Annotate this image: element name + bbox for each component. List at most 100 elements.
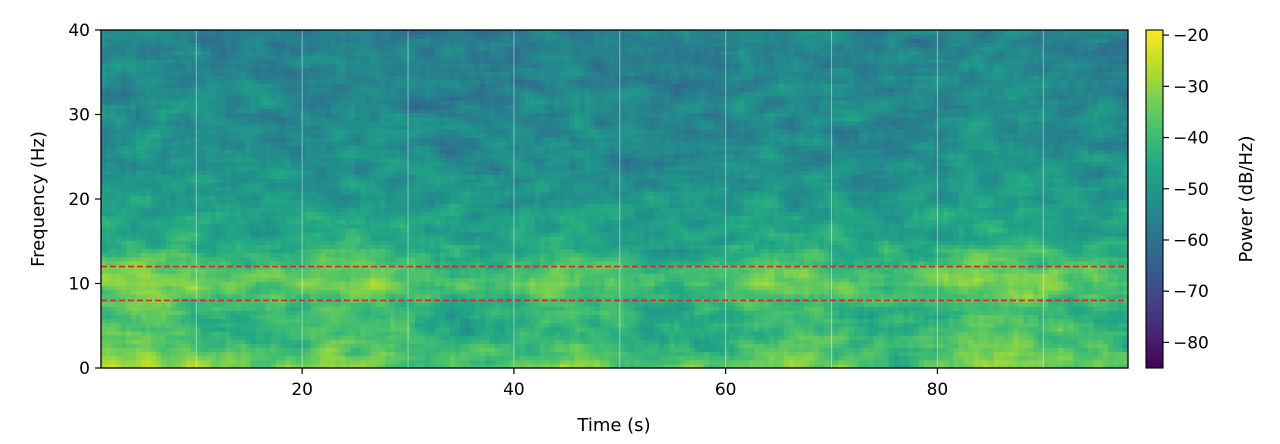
heatmap-cell bbox=[130, 363, 137, 368]
heatmap-cell bbox=[245, 273, 252, 278]
heatmap-cell bbox=[544, 310, 551, 316]
heatmap-cell bbox=[445, 277, 451, 283]
heatmap-cell bbox=[604, 277, 611, 283]
heatmap-cell bbox=[1013, 302, 1019, 307]
heatmap-cell bbox=[1068, 359, 1074, 365]
heatmap-cell bbox=[285, 273, 292, 278]
heatmap-cell bbox=[684, 269, 690, 274]
heatmap-cell bbox=[360, 318, 366, 324]
heatmap-cell bbox=[1113, 297, 1119, 303]
heatmap-cell bbox=[918, 293, 925, 299]
heatmap-cell bbox=[948, 335, 955, 340]
heatmap-cell bbox=[155, 306, 162, 311]
heatmap-cell bbox=[818, 363, 825, 368]
heatmap-cell bbox=[370, 277, 376, 283]
heatmap-cell bbox=[599, 310, 606, 316]
heatmap-cell bbox=[390, 302, 396, 307]
heatmap-cell bbox=[604, 355, 611, 361]
heatmap-cell bbox=[240, 306, 247, 311]
heatmap-cell bbox=[833, 289, 840, 295]
heatmap-cell bbox=[1003, 343, 1009, 348]
heatmap-cell bbox=[105, 335, 112, 340]
heatmap-cell bbox=[270, 335, 277, 340]
heatmap-cell bbox=[669, 310, 675, 316]
heatmap-cell bbox=[709, 310, 715, 316]
heatmap-cell bbox=[754, 347, 760, 353]
heatmap-cell bbox=[385, 289, 391, 295]
heatmap-cell bbox=[469, 293, 476, 299]
heatmap-cell bbox=[774, 277, 780, 283]
heatmap-cell bbox=[1038, 277, 1044, 283]
heatmap-cell bbox=[1123, 269, 1128, 274]
heatmap-cell bbox=[210, 293, 217, 299]
heatmap-cell bbox=[1008, 306, 1014, 311]
heatmap-cell bbox=[803, 289, 810, 295]
heatmap-cell bbox=[579, 335, 586, 340]
heatmap-cell bbox=[828, 277, 835, 283]
heatmap-cell bbox=[250, 310, 257, 316]
heatmap-cell bbox=[1048, 351, 1054, 357]
heatmap-cell bbox=[145, 318, 152, 324]
heatmap-cell bbox=[469, 277, 476, 283]
heatmap-cell bbox=[764, 314, 770, 320]
heatmap-cell bbox=[195, 339, 202, 344]
heatmap-cell bbox=[275, 322, 282, 328]
heatmap-cell bbox=[873, 277, 880, 283]
heatmap-cell bbox=[200, 347, 207, 353]
heatmap-cell bbox=[754, 293, 760, 299]
heatmap-cell bbox=[948, 330, 955, 336]
heatmap-cell bbox=[370, 363, 376, 368]
heatmap-cell bbox=[584, 347, 591, 353]
heatmap-cell bbox=[958, 339, 965, 344]
heatmap-cell bbox=[1023, 322, 1029, 328]
heatmap-cell bbox=[519, 269, 526, 274]
heatmap-cell bbox=[430, 302, 436, 307]
heatmap-cell bbox=[1113, 273, 1119, 278]
heatmap-cell bbox=[594, 359, 601, 365]
heatmap-cell bbox=[230, 318, 237, 324]
heatmap-cell bbox=[1018, 289, 1024, 295]
heatmap-cell bbox=[445, 289, 451, 295]
heatmap-cell bbox=[165, 310, 172, 316]
heatmap-cell bbox=[200, 318, 207, 324]
heatmap-cell bbox=[325, 343, 331, 348]
heatmap-cell bbox=[574, 351, 581, 357]
heatmap-cell bbox=[709, 335, 715, 340]
heatmap-cell bbox=[504, 277, 511, 283]
heatmap-cell bbox=[659, 335, 665, 340]
heatmap-cell bbox=[1003, 285, 1009, 291]
heatmap-cell bbox=[828, 359, 835, 365]
heatmap-cell bbox=[270, 363, 277, 368]
heatmap-cell bbox=[813, 306, 820, 311]
heatmap-cell bbox=[719, 285, 725, 291]
heatmap-cell bbox=[928, 326, 935, 332]
heatmap-cell bbox=[1103, 302, 1109, 307]
heatmap-cell bbox=[549, 285, 556, 291]
heatmap-cell bbox=[953, 269, 960, 274]
heatmap-cell bbox=[230, 339, 237, 344]
heatmap-cell bbox=[1108, 306, 1114, 311]
heatmap-cell bbox=[1023, 293, 1029, 299]
heatmap-cell bbox=[430, 359, 436, 365]
heatmap-cell bbox=[320, 281, 326, 287]
heatmap-cell bbox=[170, 335, 177, 340]
heatmap-cell bbox=[549, 347, 556, 353]
heatmap-cell bbox=[165, 302, 172, 307]
heatmap-cell bbox=[205, 355, 212, 361]
heatmap-cell bbox=[360, 277, 366, 283]
heatmap-cell bbox=[260, 359, 267, 365]
heatmap-cell bbox=[843, 289, 850, 295]
heatmap-cell bbox=[1008, 359, 1014, 365]
heatmap-cell bbox=[105, 359, 112, 365]
heatmap-cell bbox=[848, 347, 855, 353]
heatmap-cell bbox=[1058, 322, 1064, 328]
heatmap-cell bbox=[918, 343, 925, 348]
heatmap-cell bbox=[863, 322, 870, 328]
heatmap-cell bbox=[659, 343, 665, 348]
heatmap-cell bbox=[1008, 318, 1014, 324]
heatmap-cell bbox=[330, 264, 336, 270]
heatmap-cell bbox=[115, 281, 122, 287]
heatmap-cell bbox=[365, 289, 371, 295]
heatmap-cell bbox=[340, 264, 346, 270]
heatmap-cell bbox=[818, 281, 825, 287]
